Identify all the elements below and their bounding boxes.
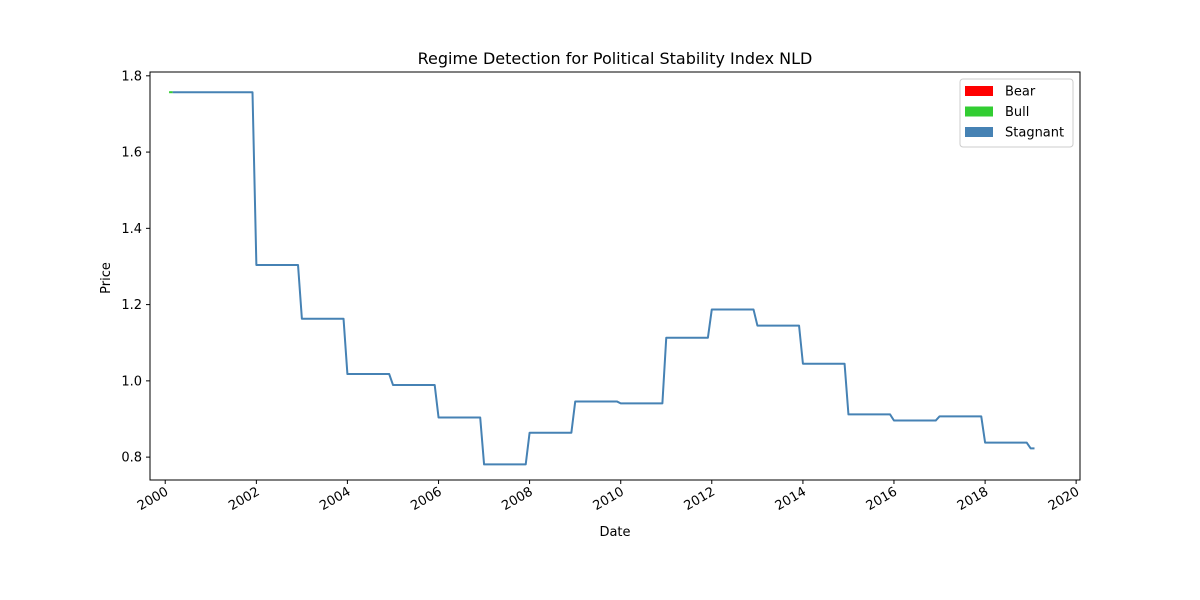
- legend-label-stagnant: Stagnant: [1005, 126, 1064, 141]
- legend-label-bear: Bear: [1005, 85, 1036, 100]
- legend-label-bull: Bull: [1005, 105, 1029, 120]
- legend-swatch-bull: [965, 106, 993, 117]
- x-axis-label: Date: [599, 525, 630, 540]
- legend-swatch-stagnant: [965, 127, 993, 137]
- series-line-stagnant: [172, 91, 1035, 466]
- legend: Bear Bull Stagnant: [959, 78, 1074, 148]
- y-tick-label: 1.6: [121, 146, 142, 161]
- y-tick-label: 1.8: [121, 69, 142, 84]
- plot-area: [169, 91, 1035, 466]
- y-tick-label: 1.4: [121, 222, 142, 237]
- y-tick-label: 1.0: [121, 374, 142, 389]
- y-axis-label: Price: [99, 262, 114, 294]
- y-tick-label: 1.2: [121, 298, 142, 313]
- y-tick-label: 0.8: [121, 451, 142, 466]
- y-axis: 0.8 1.0 1.2 1.4 1.6 1.8: [121, 69, 150, 466]
- legend-swatch-bear: [965, 86, 993, 96]
- plot-frame: [149, 71, 1081, 481]
- chart-title: Regime Detection for Political Stability…: [418, 49, 813, 68]
